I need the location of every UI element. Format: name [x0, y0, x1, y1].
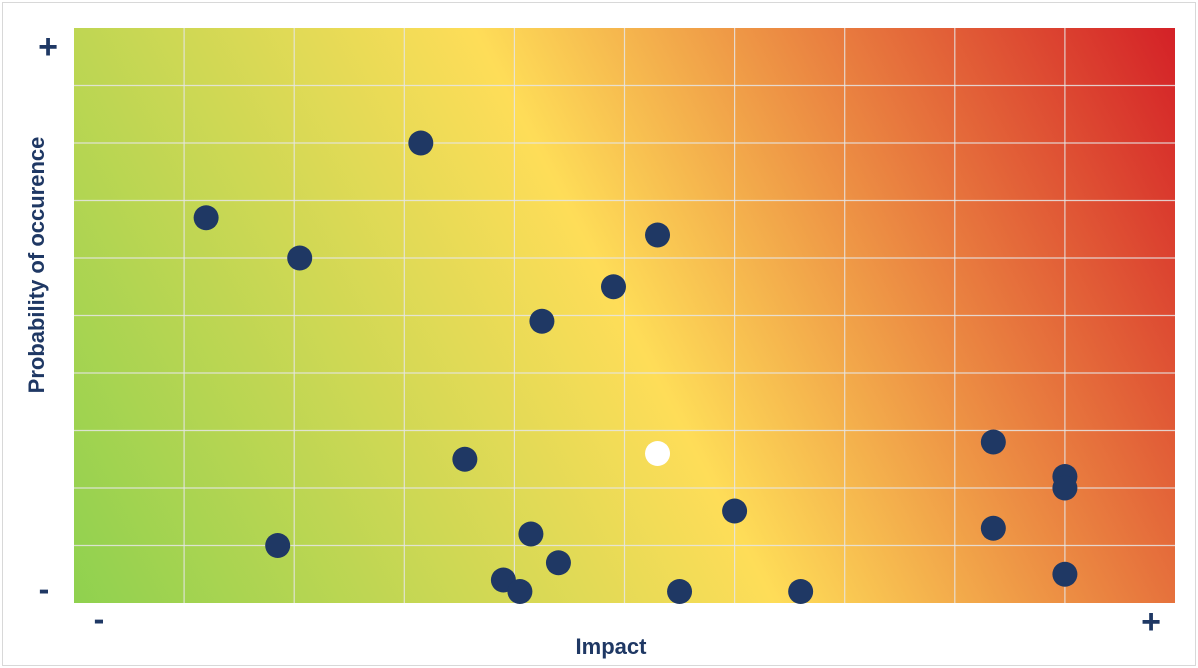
risk-point [529, 308, 555, 334]
y-axis-title: Probability of occurence [24, 137, 49, 394]
x-axis-max-label: + [1141, 603, 1161, 641]
risk-point [507, 579, 533, 604]
risk-point [193, 205, 219, 231]
risk-point [518, 521, 544, 547]
risk-point [667, 579, 693, 604]
x-axis-title: Impact [576, 634, 648, 659]
risk-point [1052, 475, 1078, 501]
x-axis-min-label: - [94, 601, 105, 637]
risk-point [788, 579, 814, 604]
y-axis-max-label: + [38, 28, 58, 66]
highlighted-risk-point [645, 441, 671, 466]
risk-point [452, 446, 478, 472]
risk-point [722, 498, 748, 524]
risk-point [980, 429, 1006, 455]
risk-point [408, 130, 434, 156]
risk-point [287, 245, 313, 271]
risk-point [1052, 561, 1078, 587]
risk-point [265, 533, 291, 558]
risk-point [980, 515, 1006, 541]
risk-point [600, 274, 626, 300]
data-points [193, 130, 1078, 604]
risk-point [645, 222, 671, 248]
risk-point [545, 550, 571, 576]
y-axis-min-label: - [39, 571, 50, 607]
